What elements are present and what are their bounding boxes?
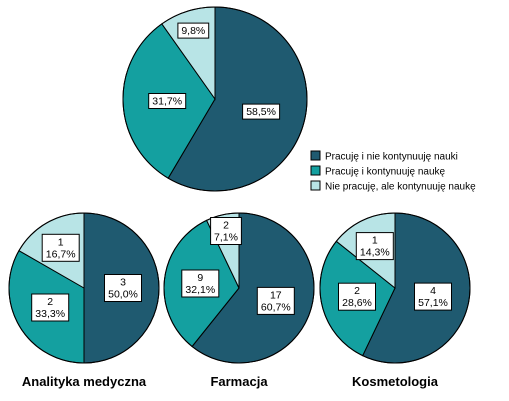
label-box	[181, 269, 220, 298]
label-box	[31, 293, 70, 322]
slice-count-label: 3	[120, 277, 126, 289]
legend-label-1: Pracuję i nie kontynuuję nauki	[325, 152, 458, 163]
pie-2-label-2: 233,3%	[31, 293, 70, 322]
label-box	[177, 22, 210, 39]
slice-count-label: 2	[47, 296, 53, 308]
pie-4-outline	[319, 212, 471, 364]
legend-label-2: Pracuję i kontynuuję naukę	[325, 167, 446, 178]
pie-1-label-2: 31,7%	[148, 93, 187, 109]
pie-2: 350,0% 233,3% 116,7%	[8, 212, 160, 364]
label-box	[41, 233, 80, 262]
label-box	[148, 93, 187, 109]
slice-count-label: 1	[58, 236, 64, 248]
slice-percent-label: 9,8%	[181, 25, 205, 37]
label-box	[414, 282, 452, 311]
label-box	[242, 103, 281, 120]
pie-1-label-3: 9,8%	[177, 22, 210, 39]
legend-swatch-1	[310, 150, 321, 161]
label-box	[355, 232, 394, 261]
pie-3-outline	[163, 212, 315, 364]
legend-label-3: Nie pracuję, ale kontynuuję naukę	[325, 182, 476, 193]
slice-percent-label: 33,3%	[35, 308, 65, 320]
pie-3-title: Farmacja	[210, 374, 268, 389]
slice-percent-label: 58,5%	[246, 106, 276, 118]
slice-percent-label: 7,1%	[214, 232, 238, 244]
slice-percent-label: 16,7%	[46, 248, 76, 260]
pie-3-label-3: 27,1%	[210, 217, 242, 245]
pie-2-label-3: 116,7%	[41, 233, 80, 262]
pie-1-label-1: 58,5%	[242, 103, 281, 120]
pie-titles: Analityka medyczna Farmacja Kosmetologia	[22, 374, 439, 389]
slice-percent-label: 32,1%	[185, 284, 215, 296]
label-box	[338, 282, 376, 311]
pie-4-title: Kosmetologia	[352, 374, 439, 389]
slice-count-label: 9	[197, 272, 203, 284]
legend: Pracuję i nie kontynuuję nauki Pracuję i …	[310, 150, 476, 193]
label-box	[256, 286, 295, 315]
pie-charts: 58,5%31,7%9,8%350,0%233,3%116,7%1760,7%9…	[8, 6, 471, 364]
label-box	[210, 217, 242, 245]
slice-percent-label: 28,6%	[342, 297, 372, 309]
slice-percent-label: 60,7%	[261, 301, 291, 313]
label-box	[104, 274, 142, 302]
pie-4-label-2: 228,6%	[338, 282, 376, 311]
pie-1-outline	[122, 6, 308, 192]
slice-count-label: 1	[372, 235, 378, 247]
pie-3-label-2: 932,1%	[181, 269, 220, 298]
slice-percent-label: 31,7%	[152, 96, 182, 108]
slice-count-label: 2	[223, 220, 229, 232]
pie-1: 58,5% 31,7% 9,8%	[122, 6, 308, 192]
pie-2-label-1: 350,0%	[104, 274, 142, 302]
slice-percent-label: 57,1%	[418, 297, 448, 309]
slice-percent-label: 14,3%	[360, 247, 390, 259]
pie-4-label-1: 457,1%	[414, 282, 452, 311]
slice-count-label: 17	[270, 289, 282, 301]
legend-swatch-2	[310, 165, 321, 176]
slice-count-label: 4	[430, 285, 436, 297]
slice-count-label: 2	[354, 285, 360, 297]
pie-2-title: Analityka medyczna	[22, 374, 147, 389]
pie-4-label-3: 114,3%	[355, 232, 394, 261]
pie-2-outline	[8, 212, 160, 364]
legend-swatch-3	[310, 180, 321, 191]
slice-percent-label: 50,0%	[108, 289, 138, 301]
pie-4: 457,1% 228,6% 114,3%	[319, 212, 471, 364]
